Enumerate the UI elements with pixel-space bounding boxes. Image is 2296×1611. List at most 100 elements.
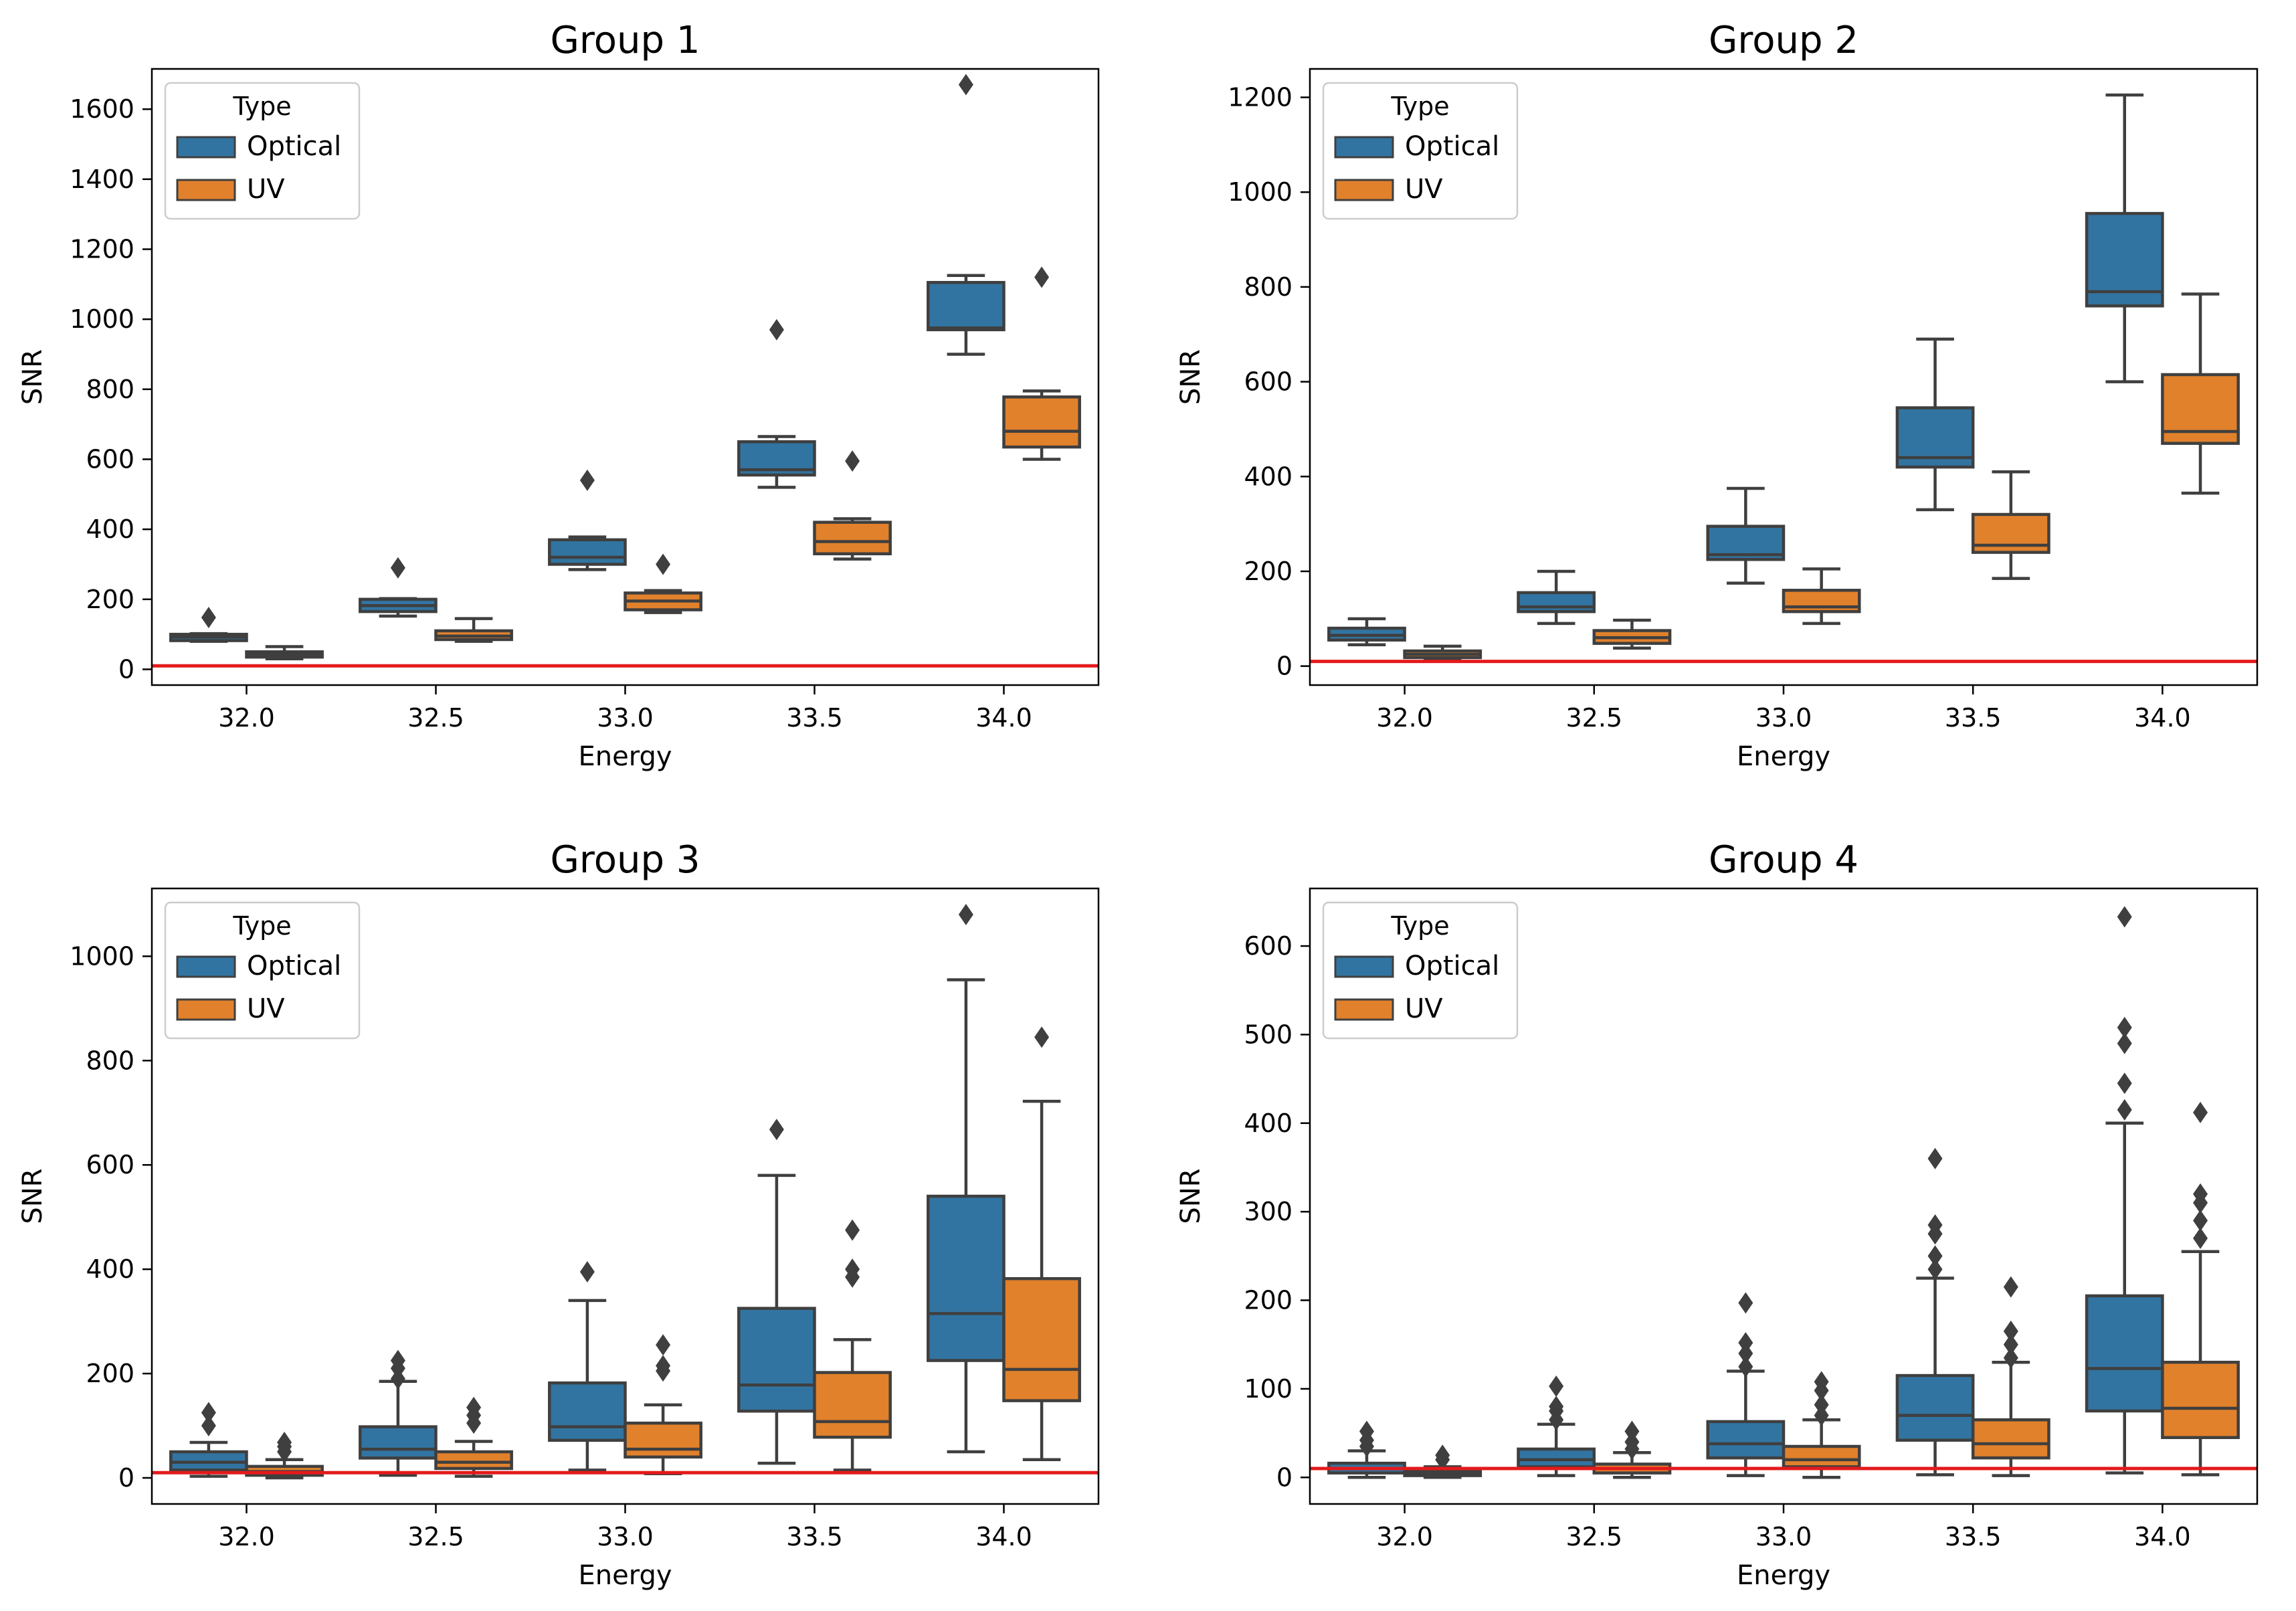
flier-point bbox=[845, 1258, 860, 1281]
y-tick-label: 300 bbox=[1244, 1197, 1293, 1226]
x-tick-label: 34.0 bbox=[975, 703, 1032, 733]
box-iqr bbox=[359, 1425, 438, 1460]
x-tick-label: 33.0 bbox=[597, 1522, 654, 1551]
flier-point bbox=[1814, 1394, 1829, 1416]
legend-title: Type bbox=[1390, 911, 1449, 941]
box-optical-33.5 bbox=[1895, 337, 1975, 512]
legend-swatch-uv bbox=[1334, 179, 1394, 201]
box-iqr bbox=[2161, 373, 2240, 445]
chart-panel-4: Group 4 0 100 200 300 400 500 600 32.0 32.5 33.0 33… bbox=[1175, 838, 2259, 1591]
chart-title: Group 3 bbox=[551, 838, 700, 882]
x-tick-label: 33.0 bbox=[1755, 703, 1812, 733]
flier-point bbox=[1435, 1444, 1450, 1466]
flier-point bbox=[1738, 1355, 1753, 1378]
box-iqr bbox=[1895, 1373, 1975, 1442]
y-tick-label: 800 bbox=[86, 1046, 134, 1075]
box-optical-33.0 bbox=[1706, 486, 1786, 585]
y-tick-label: 400 bbox=[86, 1254, 134, 1284]
box-iqr bbox=[1782, 1444, 1861, 1468]
box-uv-34.0 bbox=[2161, 1101, 2240, 1477]
x-tick-label: 33.5 bbox=[1945, 1522, 2002, 1551]
flier-point bbox=[769, 1119, 784, 1141]
flier-point bbox=[656, 553, 671, 575]
legend-label-uv: UV bbox=[247, 993, 285, 1024]
legend: Type Optical UV bbox=[1322, 82, 1519, 220]
chart-panel-3: Group 3 0 200 400 600 800 1000 32.0 32.5 33.0 33.5… bbox=[17, 838, 1100, 1591]
box-iqr bbox=[1706, 1420, 1786, 1460]
box-uv-32.0 bbox=[1403, 644, 1482, 662]
box-optical-33.0 bbox=[548, 1261, 627, 1472]
flier-point bbox=[2003, 1333, 2018, 1355]
box-iqr bbox=[927, 1194, 1006, 1362]
legend-swatch-optical bbox=[176, 955, 236, 978]
legend: Type Optical UV bbox=[164, 82, 361, 220]
y-axis-label: SNR bbox=[1175, 1168, 1206, 1224]
x-tick-label: 33.0 bbox=[1755, 1522, 1812, 1551]
box-uv-33.5 bbox=[1971, 1276, 2050, 1477]
y-tick-label: 200 bbox=[1244, 1286, 1293, 1315]
axes-frame bbox=[1309, 887, 2259, 1505]
box-optical-32.0 bbox=[1327, 617, 1406, 647]
box-iqr bbox=[624, 1421, 702, 1459]
flier-point bbox=[201, 1402, 216, 1424]
y-tick-label: 200 bbox=[86, 585, 134, 614]
box-optical-33.5 bbox=[737, 318, 816, 489]
x-tick-label: 32.0 bbox=[218, 1522, 275, 1551]
box-uv-34.0 bbox=[1002, 266, 1081, 461]
flier-point bbox=[1738, 1292, 1753, 1314]
flier-point bbox=[2193, 1101, 2208, 1123]
x-tick-label: 32.5 bbox=[1565, 703, 1622, 733]
flier-point bbox=[656, 1334, 671, 1356]
chart-panel-2: Group 2 0 200 400 600 800 1000 1200 32.0 32.5 33.0… bbox=[1175, 19, 2259, 772]
x-tick-label: 33.0 bbox=[597, 703, 654, 733]
flier-point bbox=[579, 1261, 595, 1283]
y-tick-label: 0 bbox=[118, 654, 134, 684]
flier-point bbox=[656, 1355, 671, 1377]
flier-point bbox=[201, 607, 216, 629]
y-tick-label: 600 bbox=[86, 444, 134, 474]
flier-point bbox=[2117, 1099, 2132, 1121]
box-iqr bbox=[1782, 589, 1861, 613]
legend-label-optical: Optical bbox=[247, 951, 341, 981]
y-tick-label: 1400 bbox=[70, 165, 134, 194]
legend-label-uv: UV bbox=[247, 174, 285, 205]
chart-title: Group 1 bbox=[551, 19, 700, 62]
axes-frame bbox=[1309, 68, 2259, 686]
box-uv-33.0 bbox=[1782, 1371, 1861, 1479]
flier-point bbox=[2003, 1347, 2018, 1369]
box-iqr bbox=[1971, 1418, 2050, 1460]
legend-swatch-optical bbox=[1334, 136, 1394, 159]
y-tick-label: 1600 bbox=[70, 94, 134, 124]
y-tick-label: 100 bbox=[1244, 1374, 1293, 1404]
box-optical-34.0 bbox=[927, 903, 1006, 1454]
y-tick-label: 800 bbox=[1244, 272, 1293, 302]
y-tick-label: 1200 bbox=[70, 234, 134, 264]
y-tick-label: 400 bbox=[1244, 1109, 1293, 1138]
y-tick-label: 1000 bbox=[70, 304, 134, 334]
box-optical-32.5 bbox=[1517, 569, 1596, 626]
box-optical-32.5 bbox=[359, 1349, 438, 1477]
flier-point bbox=[1624, 1420, 1640, 1442]
box-optical-34.0 bbox=[2085, 906, 2164, 1475]
box-uv-33.5 bbox=[813, 450, 892, 561]
legend-title: Type bbox=[1390, 92, 1449, 121]
legend-swatch-uv bbox=[176, 998, 236, 1021]
y-tick-label: 600 bbox=[1244, 367, 1293, 397]
box-optical-34.0 bbox=[2085, 93, 2164, 383]
x-tick-label: 32.0 bbox=[218, 703, 275, 733]
flier-point bbox=[769, 318, 784, 341]
flier-point bbox=[1927, 1147, 1943, 1169]
flier-point bbox=[1814, 1371, 1829, 1393]
box-optical-33.0 bbox=[548, 469, 627, 571]
legend-label-uv: UV bbox=[1405, 174, 1443, 205]
flier-point bbox=[958, 903, 973, 925]
box-uv-32.0 bbox=[1403, 1444, 1482, 1479]
x-tick-label: 34.0 bbox=[975, 1522, 1032, 1551]
box-optical-32.0 bbox=[169, 607, 248, 643]
y-tick-label: 0 bbox=[118, 1463, 134, 1493]
y-axis-label: SNR bbox=[17, 1168, 48, 1224]
box-iqr bbox=[813, 520, 892, 556]
flier-point bbox=[2117, 1032, 2132, 1054]
flier-point bbox=[579, 469, 595, 491]
box-optical-32.5 bbox=[1517, 1375, 1596, 1477]
